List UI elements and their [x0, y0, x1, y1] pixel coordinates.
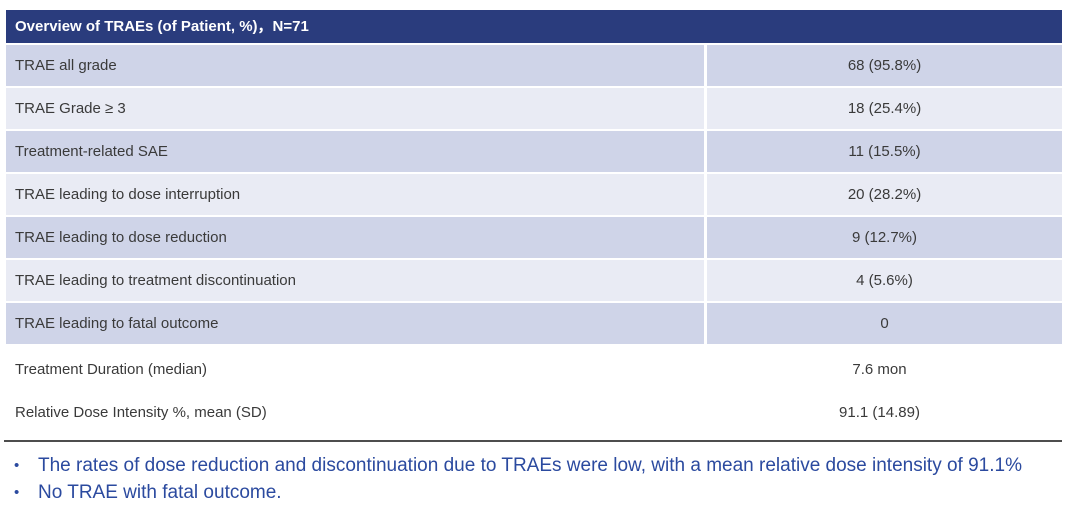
- table-row: TRAE Grade ≥ 3 18 (25.4%): [6, 88, 1062, 129]
- table-row: TRAE all grade 68 (95.8%): [6, 45, 1062, 86]
- table-row: TRAE leading to fatal outcome 0: [6, 303, 1062, 344]
- summary-bullets: • The rates of dose reduction and discon…: [14, 452, 1069, 506]
- row-value: 4 (5.6%): [707, 260, 1062, 301]
- bullet-item: • The rates of dose reduction and discon…: [14, 452, 1069, 479]
- trae-overview-table: Overview of TRAEs (of Patient, %)，N=71 T…: [6, 10, 1062, 434]
- row-label: Relative Dose Intensity %, mean (SD): [15, 404, 267, 421]
- table-row: TRAE leading to dose reduction 9 (12.7%): [6, 217, 1062, 258]
- table-header: Overview of TRAEs (of Patient, %)，N=71: [6, 10, 1062, 43]
- row-value: 7.6 mon: [852, 361, 907, 378]
- row-value: 18 (25.4%): [707, 88, 1062, 129]
- row-value: 11 (15.5%): [707, 131, 1062, 172]
- table-body: TRAE all grade 68 (95.8%) TRAE Grade ≥ 3…: [6, 45, 1062, 344]
- table-row: Treatment Duration (median) 7.6 mon: [6, 348, 1062, 391]
- row-label: TRAE Grade ≥ 3: [6, 88, 704, 129]
- bullet-text: No TRAE with fatal outcome.: [38, 482, 282, 503]
- bullet-icon: •: [14, 457, 20, 474]
- row-label: TRAE all grade: [6, 45, 704, 86]
- row-value: 0: [707, 303, 1062, 344]
- row-value: 9 (12.7%): [707, 217, 1062, 258]
- row-label: Treatment-related SAE: [6, 131, 704, 172]
- table-footer: Treatment Duration (median) 7.6 mon Rela…: [6, 348, 1062, 434]
- divider-line: [4, 440, 1062, 442]
- table-row: Treatment-related SAE 11 (15.5%): [6, 131, 1062, 172]
- row-value: 68 (95.8%): [707, 45, 1062, 86]
- row-value: 20 (28.2%): [707, 174, 1062, 215]
- table-row: Relative Dose Intensity %, mean (SD) 91.…: [6, 391, 1062, 434]
- row-label: TRAE leading to treatment discontinuatio…: [6, 260, 704, 301]
- bullet-item: • No TRAE with fatal outcome.: [14, 479, 1069, 506]
- row-value: 91.1 (14.89): [839, 404, 920, 421]
- bullet-text: The rates of dose reduction and disconti…: [38, 455, 1022, 476]
- row-label: Treatment Duration (median): [15, 361, 208, 378]
- row-label: TRAE leading to dose interruption: [6, 174, 704, 215]
- row-label: TRAE leading to fatal outcome: [6, 303, 704, 344]
- row-label: TRAE leading to dose reduction: [6, 217, 704, 258]
- table-row: TRAE leading to treatment discontinuatio…: [6, 260, 1062, 301]
- table-row: TRAE leading to dose interruption 20 (28…: [6, 174, 1062, 215]
- bullet-icon: •: [14, 484, 20, 501]
